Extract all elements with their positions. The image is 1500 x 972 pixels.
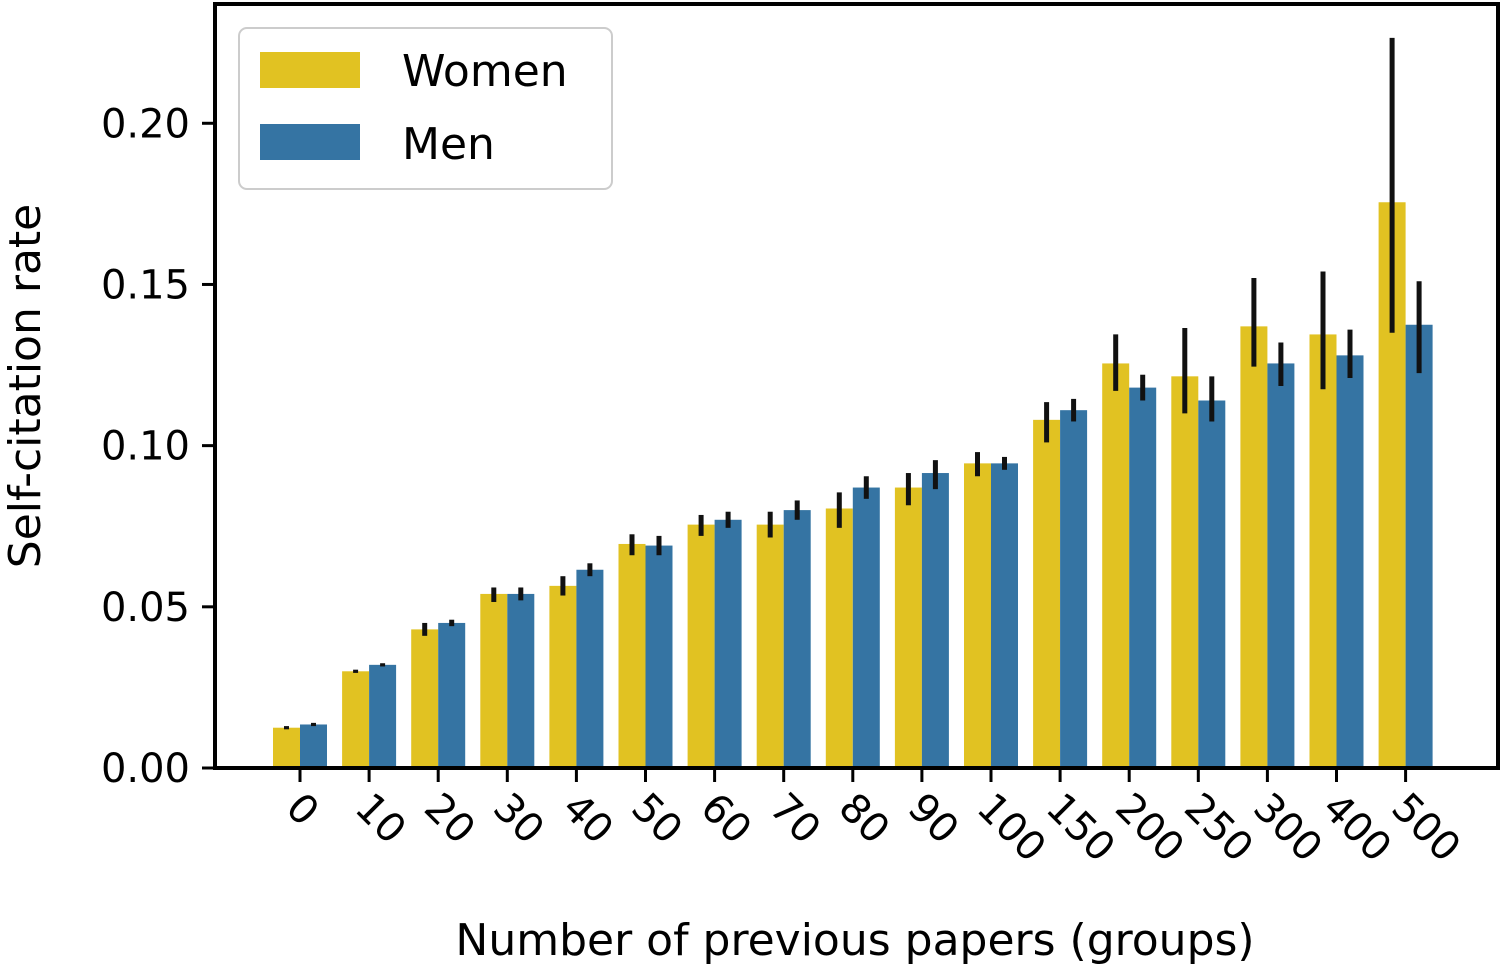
x-tick-label: 50 (622, 785, 691, 854)
bar-women-250 (1171, 376, 1199, 768)
legend-swatch-men (260, 124, 360, 160)
bar-men-0 (300, 724, 327, 768)
y-axis-title: Self-citation rate (0, 204, 51, 568)
bar-women-80 (825, 508, 853, 768)
x-tick-label: 200 (1106, 785, 1193, 872)
bar-women-200 (1102, 363, 1130, 768)
legend-swatch-women (260, 52, 360, 88)
bar-men-200 (1129, 387, 1157, 768)
x-tick-label: 100 (968, 785, 1055, 872)
x-tick-label: 90 (899, 785, 968, 854)
bar-women-150 (1033, 419, 1061, 768)
x-tick-label: 150 (1037, 785, 1124, 872)
x-tick-label: 0 (277, 785, 328, 836)
bar-women-90 (894, 487, 922, 768)
bar-men-400 (1336, 355, 1364, 768)
bar-men-70 (783, 510, 811, 768)
bar-women-100 (964, 463, 991, 768)
bar-women-40 (549, 585, 577, 768)
bar-men-10 (369, 664, 397, 768)
bar-women-0 (273, 727, 300, 768)
error-bars-layer (284, 37, 1422, 730)
x-tick-label: 70 (761, 785, 830, 854)
bar-women-30 (480, 593, 508, 768)
bar-men-20 (438, 622, 466, 768)
bar-women-50 (618, 543, 646, 768)
legend-label-men: Men (402, 119, 495, 170)
x-tick-label: 80 (830, 785, 899, 854)
x-tick-label: 60 (692, 785, 761, 854)
y-tick-label: 0.00 (101, 746, 190, 792)
x-tick-label: 30 (484, 785, 553, 854)
bar-women-300 (1240, 326, 1268, 768)
x-tick-label: 20 (415, 785, 484, 854)
legend-label-women: Women (402, 46, 568, 97)
x-tick-label: 300 (1244, 785, 1331, 872)
bar-women-10 (342, 671, 370, 768)
x-tick-label: 400 (1313, 785, 1400, 872)
x-tick-label: 250 (1175, 785, 1262, 872)
bar-women-70 (756, 524, 784, 768)
y-tick-label: 0.10 (101, 424, 190, 470)
bar-men-500 (1405, 324, 1433, 768)
bar-men-60 (714, 519, 742, 768)
bar-men-30 (507, 593, 535, 768)
bar-men-150 (1060, 410, 1088, 768)
x-tick-label: 500 (1383, 785, 1470, 872)
x-tick-label: 10 (346, 785, 415, 854)
x-tick-label: 40 (553, 785, 622, 854)
bar-men-300 (1267, 363, 1295, 768)
y-tick-label: 0.15 (101, 262, 190, 308)
plot-frame (213, 2, 1500, 770)
bar-men-90 (921, 473, 949, 768)
bar-men-40 (576, 569, 604, 768)
bar-women-400 (1309, 334, 1337, 768)
bar-men-80 (852, 487, 880, 768)
y-tick-label: 0.05 (101, 585, 190, 631)
bars-layer (273, 202, 1433, 768)
bar-women-20 (411, 629, 439, 768)
x-axis-title: Number of previous papers (groups) (455, 915, 1254, 966)
bar-men-100 (991, 463, 1018, 768)
y-axis: 0.00 0.05 0.10 0.15 0.20 (101, 101, 215, 792)
bar-men-250 (1198, 400, 1226, 768)
bar-men-50 (645, 545, 673, 768)
bar-women-60 (687, 524, 715, 768)
y-tick-label: 0.20 (101, 101, 190, 147)
legend: Women Men (238, 27, 613, 190)
